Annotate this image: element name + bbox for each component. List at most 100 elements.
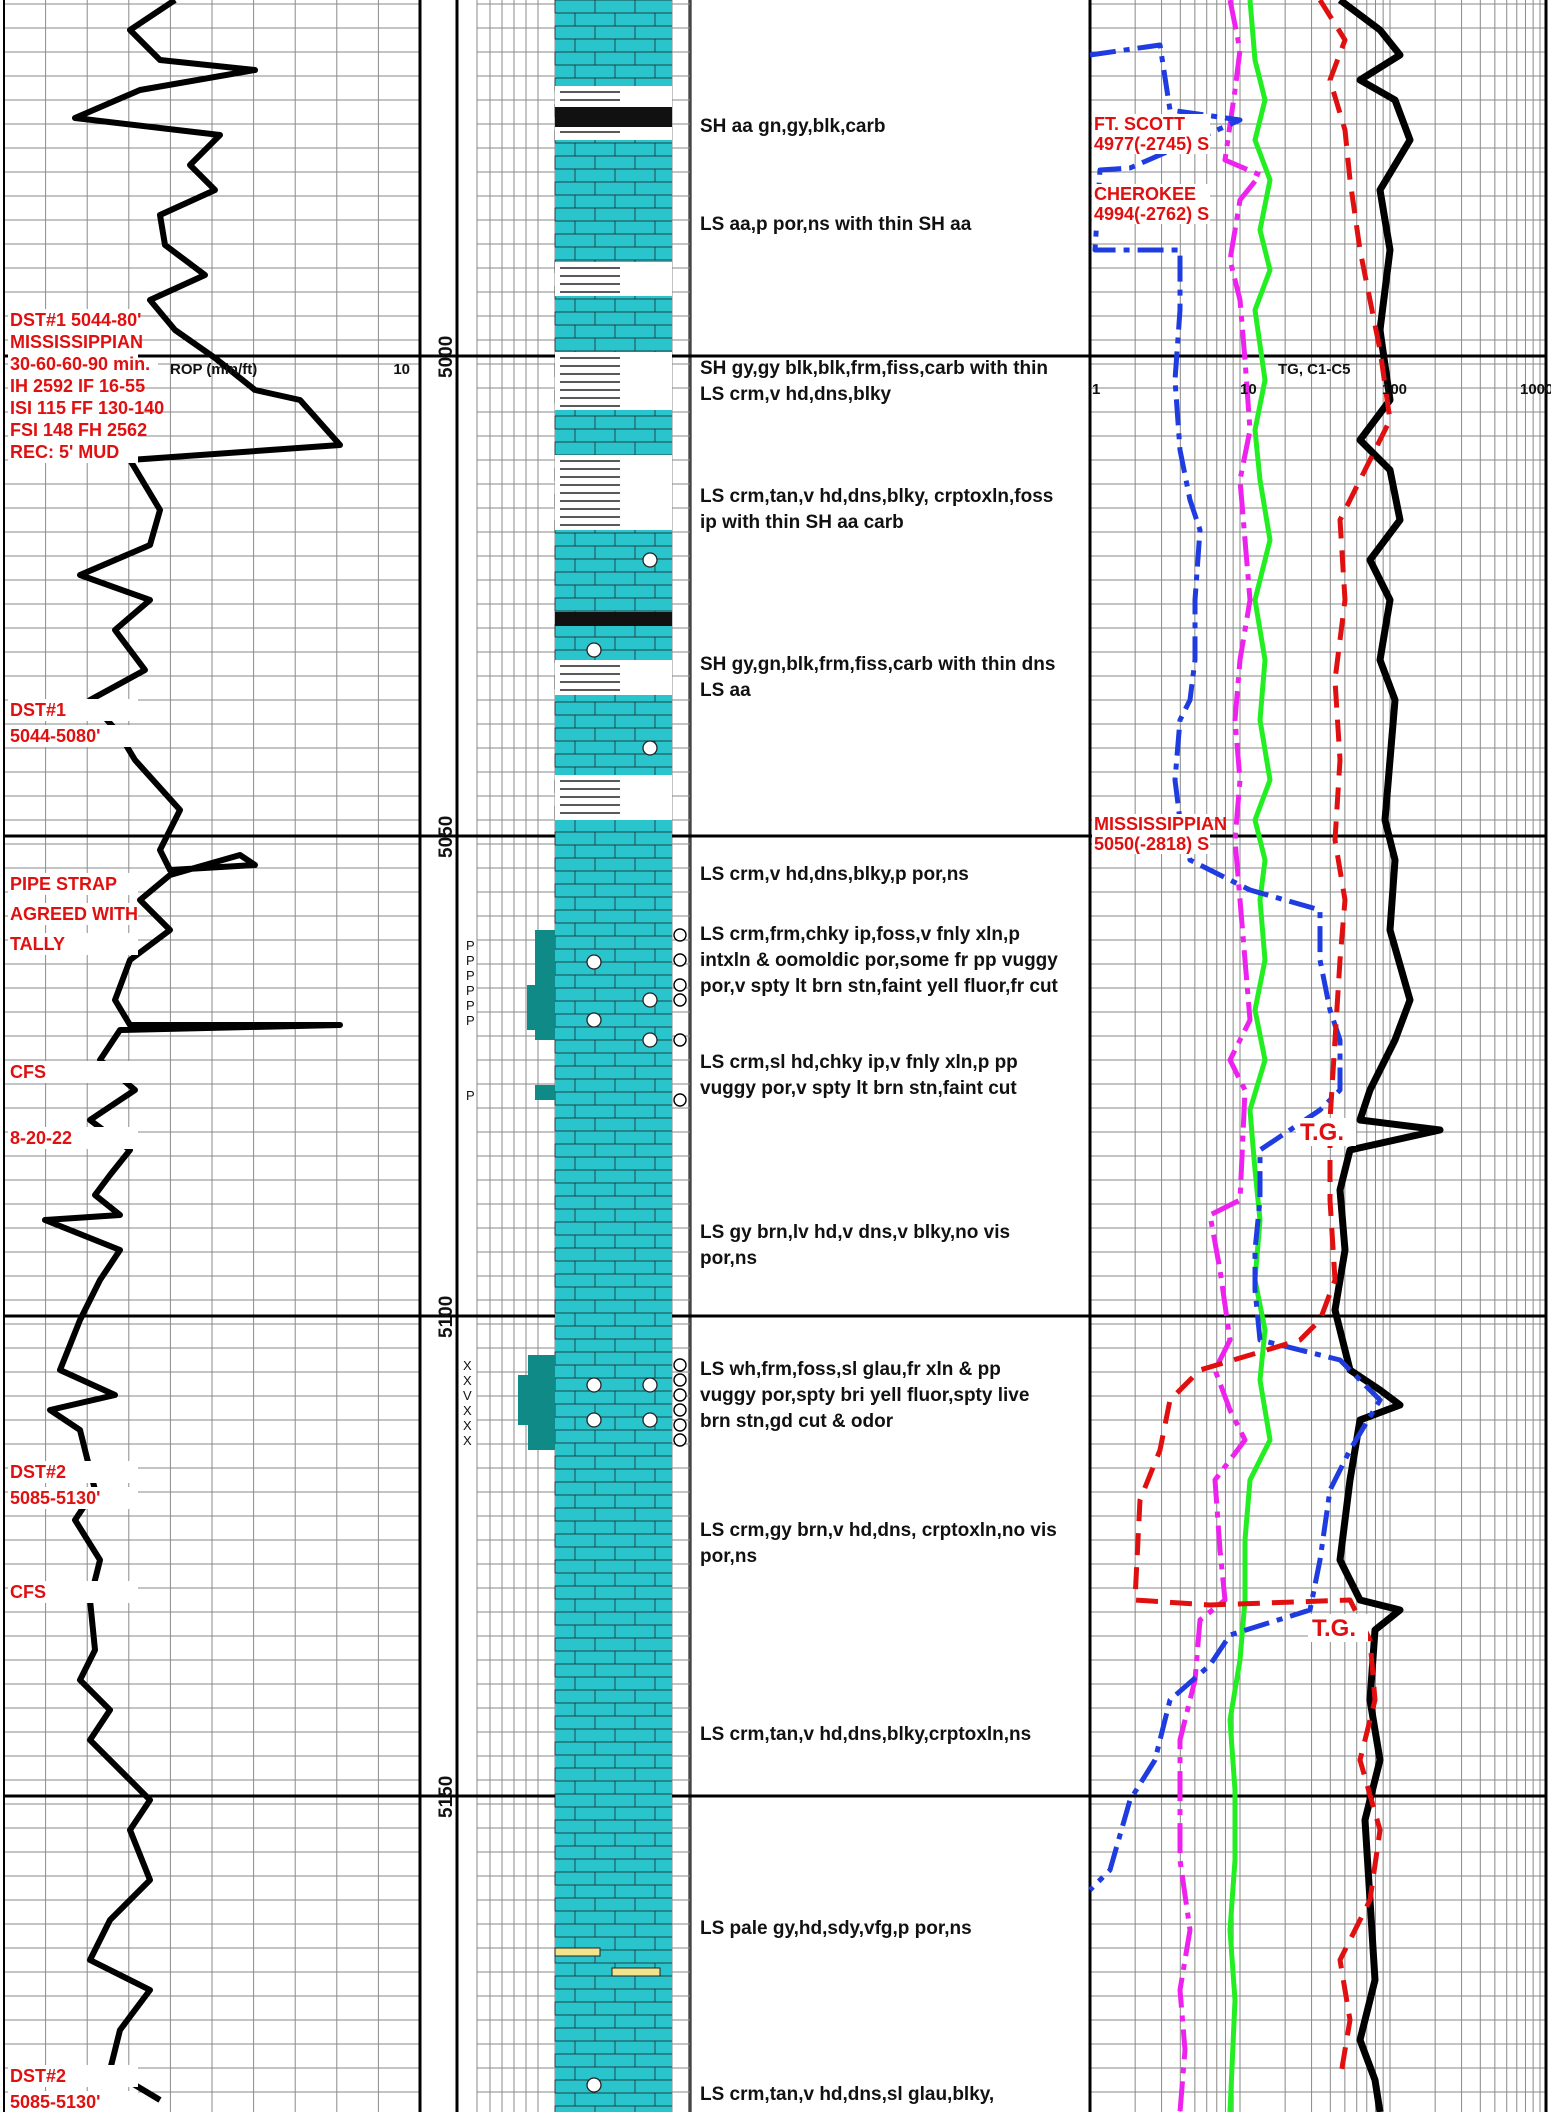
lithology-description: vuggy por,spty bri yell fluor,spty live (700, 1385, 1029, 1406)
lithology-description: brn stn,gd cut & odor (700, 1411, 894, 1432)
porosity-shading (527, 985, 555, 1030)
rop-scale-title: ROP (min/ft) (170, 361, 257, 378)
annotation-label: DST#1 5044-80' (10, 310, 141, 330)
shale-band (555, 352, 672, 410)
label-background (8, 725, 138, 747)
gas-scale-tick: 1 (1092, 381, 1100, 398)
annotation-label: CFS (10, 1062, 46, 1082)
label-background (8, 353, 138, 375)
annotation-label: 5085-5130' (10, 2092, 100, 2112)
curve-layer (42, 0, 1444, 2112)
fossil-symbol (642, 1032, 658, 1048)
annotation-label: PIPE STRAP (10, 874, 117, 894)
lithology-description: LS aa (700, 680, 751, 701)
rop-scale-max: 10 (393, 361, 410, 378)
show-symbol (673, 1033, 687, 1047)
show-symbol (673, 1388, 687, 1402)
annotation-label: 5085-5130' (10, 1488, 100, 1508)
show-mark: X (463, 1358, 472, 1373)
limestone-fill (555, 0, 672, 2112)
formation-top-label: 4994(-2762) S (1094, 204, 1209, 224)
lithology-description: ip with thin SH aa carb (700, 512, 904, 533)
black-shale-band (555, 107, 672, 127)
fossil-symbol (586, 954, 602, 970)
tg-label: T.G. (1300, 1119, 1344, 1146)
show-symbol (673, 1433, 687, 1447)
lithology-description: vuggy por,v spty lt brn stn,faint cut (700, 1078, 1017, 1099)
rop-curve (42, 0, 343, 2103)
annotation-label: DST#2 (10, 2066, 66, 2086)
gas-scale-tick: 100 (1382, 381, 1407, 398)
depth-marker: 5150 (436, 1776, 457, 1818)
gas-scale-tick: 10 (1240, 381, 1257, 398)
label-background (8, 441, 138, 463)
annotation-label: 30-60-60-90 min. (10, 354, 150, 374)
porosity-shading (535, 1085, 555, 1100)
fossil-symbol (586, 642, 602, 658)
c4-curve (1132, 0, 1393, 2081)
annotation-label: 5044-5080' (10, 726, 100, 746)
label-background (8, 933, 138, 955)
annotation-label: AGREED WITH (10, 904, 138, 924)
fossil-symbol (642, 1377, 658, 1393)
label-background (1092, 204, 1210, 224)
label-background (8, 1581, 138, 1603)
label-background (8, 397, 138, 419)
formation-top-label: CHEROKEE (1094, 184, 1196, 204)
label-background (8, 1487, 138, 1509)
show-symbol (673, 1418, 687, 1432)
lithology-description: LS crm,v hd,dns,blky (700, 384, 892, 405)
label-background (1092, 814, 1210, 834)
lithology-description: LS crm,tan,v hd,dns,blky, crptoxln,foss (700, 486, 1053, 507)
sand-band (554, 1947, 601, 1957)
lithology-description: intxln & oomoldic por,some fr pp vuggy (700, 950, 1058, 971)
formation-top-label: 4977(-2745) S (1094, 134, 1209, 154)
label-background (1092, 114, 1210, 134)
fossil-symbol (642, 1412, 658, 1428)
shale-band (555, 262, 672, 296)
depth-marker: 5100 (436, 1296, 457, 1338)
annotation-label: CFS (10, 1582, 46, 1602)
show-symbol (673, 1093, 687, 1107)
porosity-mark: P (466, 953, 475, 968)
label-background (8, 309, 138, 331)
fossil-symbol (586, 1012, 602, 1028)
show-symbol (673, 993, 687, 1007)
label-background (8, 375, 138, 397)
annotation-label: MISSISSIPPIAN (10, 332, 143, 352)
lithology-description: por,ns (700, 1546, 757, 1567)
formation-top-label: 5050(-2818) S (1094, 834, 1209, 854)
formation-top-label: FT. SCOTT (1094, 114, 1185, 134)
lithology-column (518, 0, 687, 2112)
show-mark: X (463, 1418, 472, 1433)
annotation-label: IH 2592 IF 16-55 (10, 376, 145, 396)
show-symbol (673, 1358, 687, 1372)
fossil-symbol (586, 2077, 602, 2093)
annotation-label: 8-20-22 (10, 1128, 72, 1148)
gas-scale-tick: 1000 (1520, 381, 1551, 398)
lithology-description: LS crm,sl hd,chky ip,v fnly xln,p pp (700, 1052, 1018, 1073)
gas-scale-title: TG, C1-C5 (1278, 361, 1351, 378)
label-background (8, 419, 138, 441)
black-shale-band (555, 612, 672, 626)
porosity-mark: P (466, 998, 475, 1013)
show-mark: X (463, 1433, 472, 1448)
show-symbol (673, 1373, 687, 1387)
lithology-description: por,ns (700, 1248, 757, 1269)
show-mark: X (463, 1373, 472, 1388)
lithology-description: LS crm,frm,chky ip,foss,v fnly xln,p (700, 924, 1020, 945)
porosity-mark: P (466, 968, 475, 983)
lithology-description: LS crm,gy brn,v hd,dns, crptoxln,no vis (700, 1520, 1057, 1541)
sand-band (611, 1967, 661, 1977)
annotation-label: FSI 148 FH 2562 (10, 420, 147, 440)
annotation-label: DST#2 (10, 1462, 66, 1482)
lithology-description: LS gy brn,lv hd,v dns,v blky,no vis (700, 1222, 1010, 1243)
c3-curve (1088, 42, 1383, 1892)
annotation-label: ISI 115 FF 130-140 (10, 398, 164, 418)
label-background (8, 1461, 138, 1483)
porosity-mark: P (466, 1013, 475, 1028)
label-background (8, 1127, 138, 1149)
